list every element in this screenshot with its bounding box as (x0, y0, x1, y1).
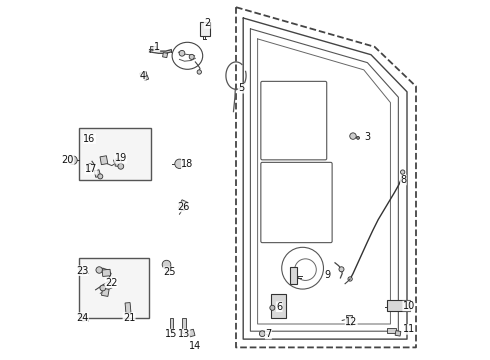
Text: 17: 17 (85, 164, 97, 174)
Circle shape (100, 285, 106, 291)
Text: 11: 11 (403, 324, 415, 334)
Text: 16: 16 (83, 134, 96, 144)
Circle shape (179, 50, 185, 56)
Circle shape (189, 54, 194, 59)
Bar (200, 22, 210, 36)
Text: 24: 24 (76, 312, 89, 323)
Text: 18: 18 (181, 159, 194, 169)
Bar (395, 330, 401, 336)
Bar (189, 329, 195, 337)
Text: 14: 14 (189, 341, 201, 351)
Circle shape (270, 305, 275, 310)
Text: 7: 7 (265, 329, 271, 339)
Text: 2: 2 (204, 18, 210, 28)
Circle shape (259, 331, 265, 337)
Text: 26: 26 (177, 202, 190, 212)
Circle shape (162, 260, 171, 269)
Bar (102, 269, 111, 276)
Circle shape (87, 164, 94, 171)
Text: 3: 3 (365, 132, 370, 142)
Circle shape (98, 174, 103, 179)
Text: 13: 13 (178, 329, 190, 339)
Circle shape (118, 163, 123, 169)
Bar (182, 318, 186, 333)
Circle shape (197, 70, 201, 74)
Bar (115, 159, 122, 167)
Bar (94, 170, 100, 177)
Text: 21: 21 (123, 312, 135, 323)
Text: 15: 15 (165, 329, 177, 339)
Bar (271, 294, 286, 318)
Text: 23: 23 (76, 266, 89, 276)
Bar (170, 318, 173, 331)
Text: 12: 12 (345, 317, 357, 327)
Text: 10: 10 (403, 301, 415, 311)
Bar (291, 267, 297, 284)
Circle shape (69, 156, 77, 165)
Circle shape (350, 133, 356, 139)
Bar (100, 156, 108, 165)
Text: 19: 19 (115, 153, 127, 163)
Circle shape (348, 277, 352, 281)
Bar (140, 72, 147, 77)
Circle shape (400, 170, 405, 174)
Bar (79, 128, 151, 180)
Text: 4: 4 (139, 71, 146, 81)
Text: 8: 8 (400, 175, 407, 185)
Text: 22: 22 (105, 278, 117, 288)
Bar (163, 53, 168, 58)
Circle shape (175, 159, 184, 168)
Bar (125, 302, 131, 313)
Text: 9: 9 (325, 270, 331, 280)
Bar (150, 46, 156, 49)
Circle shape (79, 267, 87, 274)
Bar (387, 300, 410, 311)
Circle shape (96, 267, 102, 273)
Text: 5: 5 (238, 83, 245, 93)
Bar (101, 288, 109, 296)
Bar (79, 258, 149, 318)
Circle shape (79, 314, 87, 321)
Circle shape (357, 136, 360, 139)
Text: 6: 6 (276, 302, 282, 312)
Circle shape (339, 267, 344, 272)
Bar (388, 328, 396, 333)
Text: 1: 1 (154, 42, 160, 52)
Text: 20: 20 (62, 155, 74, 165)
Bar (346, 315, 351, 325)
Bar (178, 200, 188, 211)
Bar (144, 76, 148, 81)
Text: 25: 25 (163, 267, 175, 277)
